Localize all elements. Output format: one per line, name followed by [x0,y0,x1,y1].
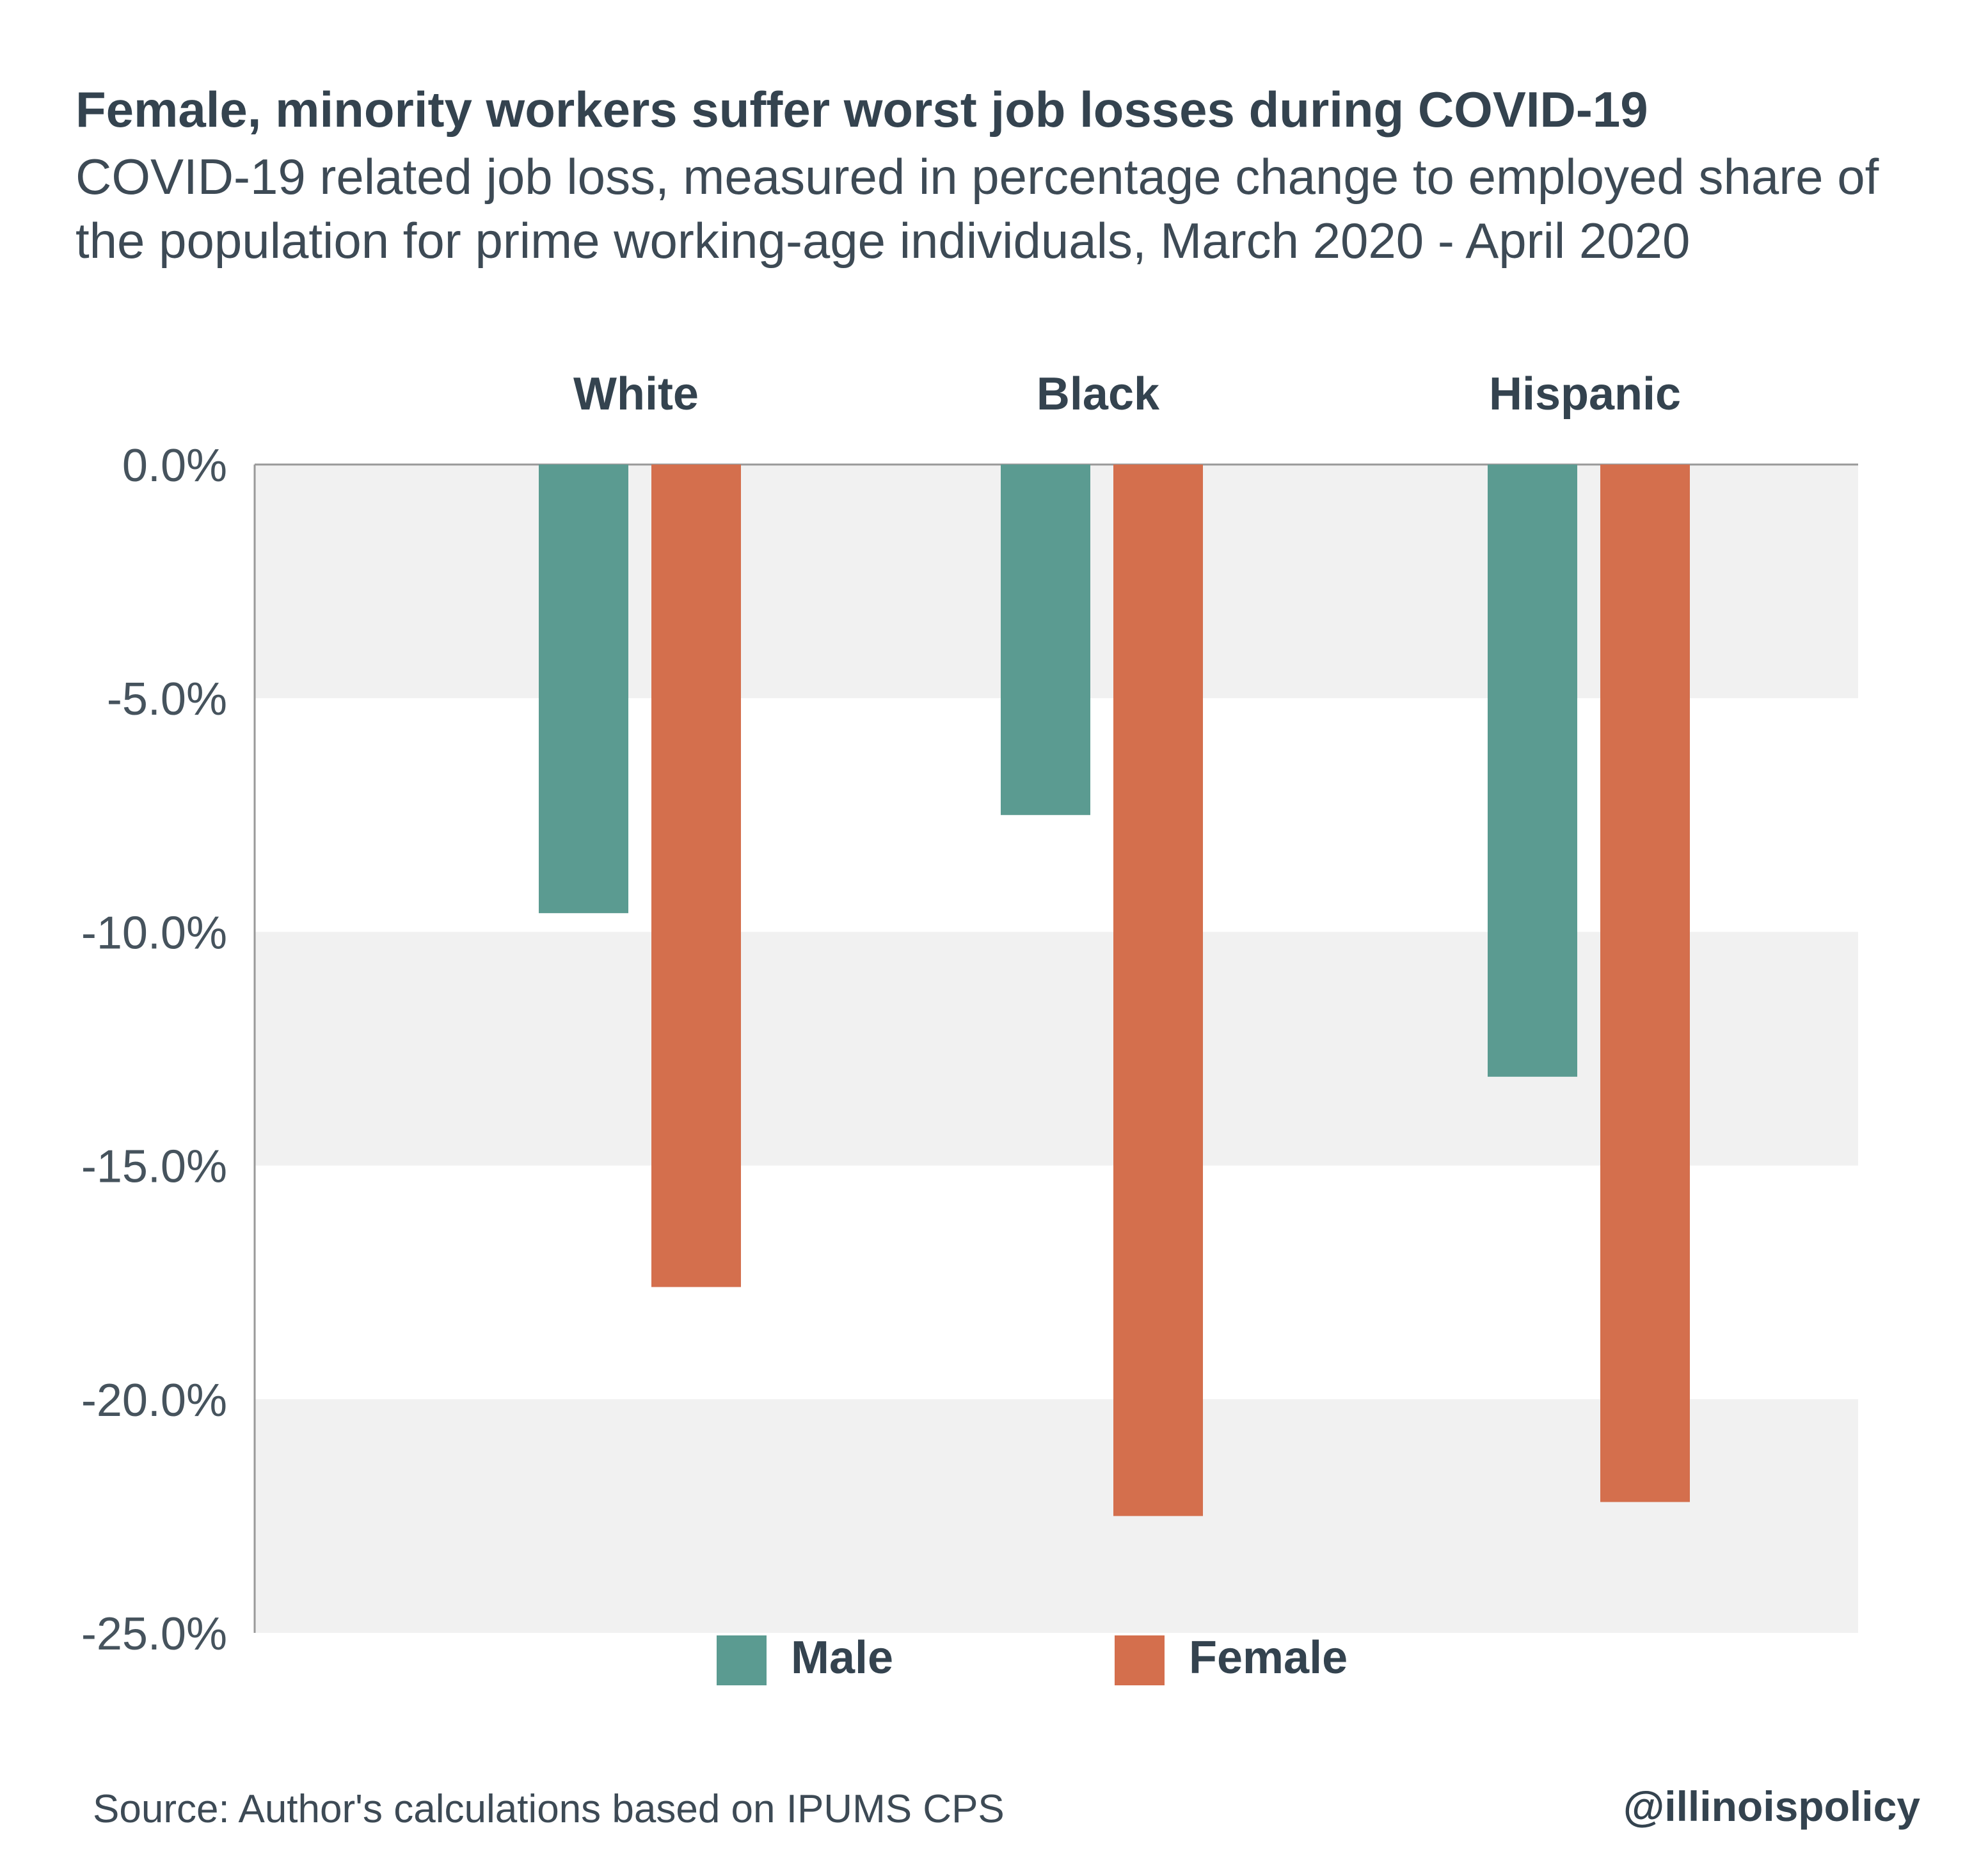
grid-band [255,1399,1858,1633]
chart-title: Female, minority workers suffer worst jo… [76,81,1648,138]
legend-swatch-male [717,1635,767,1685]
legend-label-female: Female [1189,1632,1348,1683]
brand-handle: @illinoispolicy [1623,1783,1920,1830]
legend: Male Female [0,1630,1965,1688]
y-tick-label: -15.0% [81,1141,227,1193]
category-label-white: White [573,369,699,420]
bar-female-hispanic [1600,465,1690,1502]
y-tick-label: -20.0% [81,1375,227,1426]
y-tick-label: -25.0% [81,1609,227,1660]
legend-label-male: Male [791,1632,894,1683]
y-tick-label: 0.0% [122,440,227,491]
category-label-black: Black [1037,369,1160,420]
grid-band [255,932,1858,1166]
legend-swatch-female [1115,1635,1165,1685]
bar-male-white [539,465,628,914]
y-tick-label: -10.0% [81,907,227,958]
bar-male-black [1001,465,1090,815]
bar-male-hispanic [1488,465,1577,1077]
category-label-hispanic: Hispanic [1489,369,1681,420]
chart-subtitle: COVID-19 related job loss, measured in p… [76,148,1879,269]
bar-female-black [1113,465,1203,1516]
bar-female-white [651,465,741,1287]
source-note: Source: Author's calculations based on I… [93,1787,1005,1831]
y-tick-label: -5.0% [107,674,227,725]
